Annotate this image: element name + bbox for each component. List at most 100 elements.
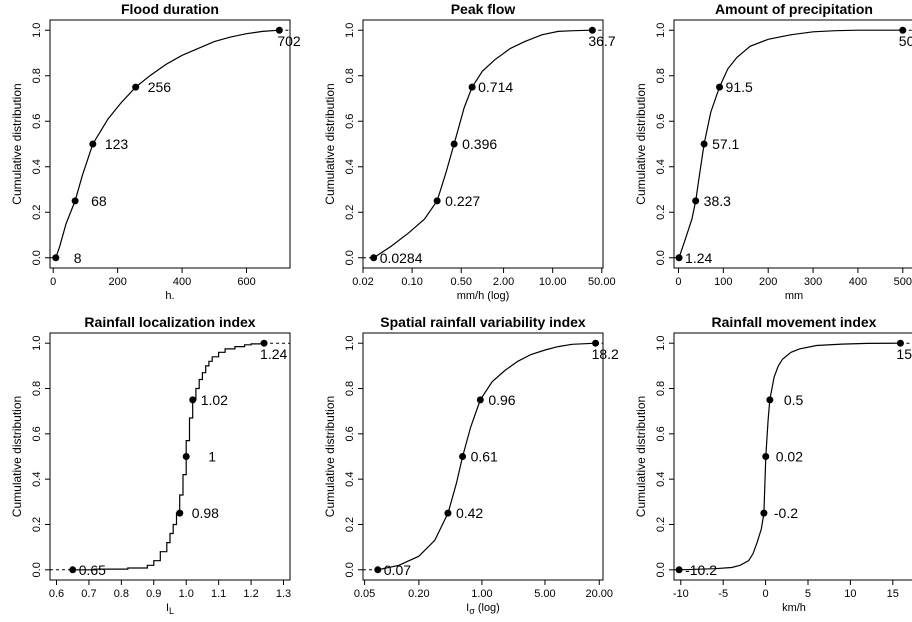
quantile-point	[132, 83, 140, 91]
y-tick-label: 0.6	[344, 426, 356, 441]
panel-3: Amount of precipitation 0 100 200 300 400 500 0…	[634, 1, 912, 302]
y-tick-label: 0.4	[31, 159, 43, 174]
y-tick-label: 1.0	[344, 23, 356, 38]
quantile-label: 0.714	[478, 79, 513, 95]
quantile-point	[716, 83, 724, 91]
cdf-curve	[678, 29, 903, 258]
quantile-label: 36.7	[588, 33, 615, 49]
x-tick-label: 200	[759, 276, 777, 288]
plot-frame	[673, 19, 912, 269]
plot-frame	[673, 332, 912, 581]
x-tick-label: 1.2	[243, 588, 258, 600]
y-tick-label: 0.6	[655, 426, 667, 441]
quantile-label: 702	[277, 33, 301, 49]
quantile-label: 123	[105, 136, 129, 152]
y-tick-label: 0.2	[655, 517, 667, 532]
quantile-label: 15.9	[896, 346, 912, 362]
quantile-point	[52, 254, 60, 262]
x-tick-label: 400	[849, 276, 867, 288]
quantile-point	[762, 453, 770, 460]
y-tick-label: 1.0	[31, 336, 43, 351]
y-tick-label: 0.0	[31, 562, 43, 577]
quantile-label: 18.2	[592, 346, 619, 362]
x-axis-label-main: h.	[165, 290, 174, 302]
panel-title: Spatial rainfall variability index	[380, 314, 586, 330]
quantile-point	[370, 254, 378, 262]
y-axis-label: Cumulative distribution	[634, 396, 648, 517]
quantile-label: 8	[74, 250, 82, 266]
y-tick-label: 0.0	[655, 250, 667, 265]
y-tick-label: 0.4	[31, 472, 43, 487]
y-tick-label: 0.8	[31, 68, 43, 83]
y-tick-label: 1.0	[344, 336, 356, 351]
y-axis-label: Cumulative distribution	[323, 83, 337, 204]
y-tick-label: 1.0	[655, 336, 667, 351]
y-tick-label: 0.8	[344, 381, 356, 396]
x-tick-label: 0	[50, 276, 56, 288]
x-axis-label: Iσ (log)	[466, 602, 500, 616]
quantile-label: 38.3	[704, 193, 731, 209]
x-axis-label-main: I	[466, 602, 469, 614]
x-tick-label: 600	[237, 276, 255, 288]
y-tick-label: 0.8	[655, 381, 667, 396]
quantile-point	[675, 254, 683, 262]
y-tick-label: 0.2	[655, 205, 667, 220]
y-tick-label: 0.4	[655, 159, 667, 174]
y-tick-label: 0.4	[344, 159, 356, 174]
plot-frame	[49, 332, 291, 581]
quantile-label: -0.2	[774, 505, 798, 521]
panel-title: Rainfall movement index	[712, 314, 877, 330]
x-tick-label: 200	[108, 276, 126, 288]
x-tick-label: 0.6	[49, 588, 64, 600]
quantile-point	[450, 140, 458, 148]
plot-frame	[362, 19, 604, 269]
x-tick-label: 2.00	[493, 276, 514, 288]
x-axis-label: mm/h (log)	[457, 290, 510, 302]
x-tick-label: 0.7	[81, 588, 96, 600]
x-tick-label: 400	[173, 276, 191, 288]
x-tick-label: 20.00	[586, 588, 614, 600]
quantile-point	[182, 453, 190, 460]
x-axis-label-subscript: σ	[469, 606, 475, 616]
panel-5: Spatial rainfall variability index 0.05 0.…	[323, 314, 619, 616]
y-tick-label: 1.0	[655, 23, 667, 38]
y-tick-label: 0.0	[344, 562, 356, 577]
quantile-point	[476, 396, 484, 404]
quantile-label: 1.02	[201, 392, 228, 408]
quantile-point	[468, 83, 476, 91]
x-tick-label: 300	[804, 276, 822, 288]
quantile-label: 1.24	[260, 346, 287, 362]
y-tick-label: 0.2	[344, 205, 356, 220]
y-tick-label: 0.0	[31, 250, 43, 265]
quantile-label: 91.5	[726, 79, 753, 95]
quantile-label: 0.02	[776, 449, 803, 465]
x-tick-label: -5	[718, 588, 728, 600]
x-tick-label: 0.20	[408, 588, 429, 600]
quantile-point	[899, 26, 907, 34]
x-axis-label-main: I	[166, 602, 169, 614]
quantile-point	[588, 26, 596, 34]
x-axis-label-main: km/h	[782, 602, 806, 614]
quantile-label: 500	[899, 33, 912, 49]
x-tick-label: 50.00	[588, 276, 616, 288]
quantile-point	[71, 197, 79, 205]
panel-4: Rainfall localization index 0.6 0.7 0.8 0.9 1…	[10, 314, 291, 616]
x-axis-label: IL	[166, 602, 174, 616]
y-tick-label: 0.6	[31, 114, 43, 129]
y-tick-label: 0.2	[344, 517, 356, 532]
x-tick-label: 5	[805, 588, 811, 600]
quantile-label: 0.227	[445, 193, 480, 209]
quantile-label: 1	[208, 449, 216, 465]
quantile-label: 0.42	[456, 505, 483, 521]
y-tick-label: 0.6	[31, 426, 43, 441]
x-tick-label: 0	[675, 276, 681, 288]
quantile-point	[692, 197, 700, 205]
panel-title: Amount of precipitation	[715, 1, 873, 17]
x-tick-label: 0.8	[114, 588, 129, 600]
x-tick-label: 0.02	[352, 276, 373, 288]
y-tick-label: 0.2	[31, 205, 43, 220]
y-axis-label: Cumulative distribution	[634, 83, 648, 204]
x-axis-label: km/h	[782, 602, 806, 614]
